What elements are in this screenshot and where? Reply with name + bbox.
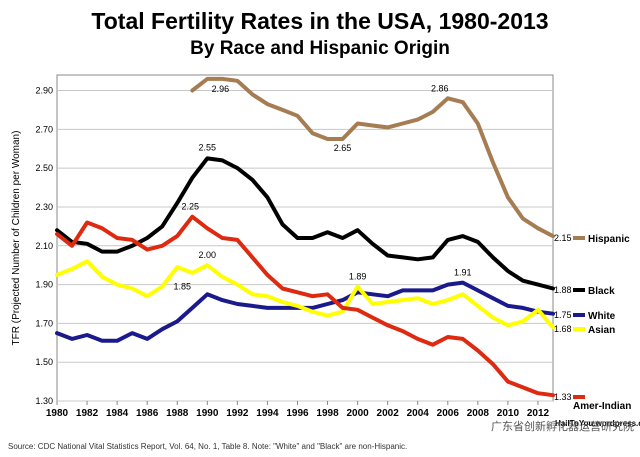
legend-label: Amer-Indian	[573, 401, 631, 412]
y-tick-label: 1.90	[35, 280, 53, 290]
y-tick-label: 2.70	[35, 124, 53, 134]
data-label: 2.86	[431, 83, 449, 93]
x-tick-label: 2000	[346, 408, 369, 419]
end-value-label: 1.68	[554, 324, 572, 334]
end-value-label: 1.88	[554, 285, 572, 295]
series-line-asian	[55, 259, 555, 330]
credit-text: HailToYou.wordpress.com	[555, 419, 640, 428]
data-label: 2.25	[182, 202, 200, 212]
watermark: 广东省创新孵化器运营研究院	[491, 421, 634, 433]
x-tick-label: 2008	[467, 408, 490, 419]
y-tick-label: 1.30	[35, 396, 53, 406]
y-tick-label: 2.50	[35, 163, 53, 173]
x-tick-label: 1984	[106, 408, 129, 419]
end-value-label: 1.75	[554, 310, 572, 320]
legend-label: Hispanic	[588, 234, 630, 245]
series-line-hispanic	[190, 76, 555, 239]
x-tick-label: 1998	[316, 408, 339, 419]
data-label: 1.89	[349, 272, 367, 282]
chart-subtitle: By Race and Hispanic Origin	[190, 38, 450, 59]
legend-label: Asian	[588, 325, 615, 336]
y-tick-label: 2.30	[35, 202, 53, 212]
x-tick-label: 1980	[46, 408, 69, 419]
y-tick-label: 2.90	[35, 86, 53, 96]
x-tick-label: 2010	[497, 408, 520, 419]
y-tick-label: 2.10	[35, 241, 53, 251]
data-label: 1.85	[174, 281, 192, 291]
data-label: 2.55	[199, 142, 217, 152]
end-value-label: 2.15	[554, 233, 572, 243]
data-label: 2.96	[212, 84, 230, 94]
x-tick-label: 2006	[437, 408, 460, 419]
data-label: 2.00	[199, 250, 217, 260]
chart-title: Total Fertility Rates in the USA, 1980-2…	[91, 8, 549, 34]
x-tick-label: 1994	[256, 408, 279, 419]
x-tick-label: 1982	[76, 408, 99, 419]
source-note: Source: CDC National Vital Statistics Re…	[8, 442, 408, 451]
end-value-label: 1.33	[554, 392, 572, 402]
y-axis-label: TFR (Projected Number of Children per Wo…	[11, 131, 22, 346]
legend-label: Black	[588, 286, 615, 297]
x-tick-label: 2002	[377, 408, 400, 419]
series-line-black	[55, 156, 555, 291]
x-tick-label: 1992	[226, 408, 249, 419]
y-tick-label: 1.70	[35, 318, 53, 328]
data-label: 1.91	[454, 268, 472, 278]
legend-label: White	[588, 311, 616, 322]
x-tick-label: 1986	[136, 408, 159, 419]
x-tick-label: 1988	[166, 408, 189, 419]
data-label: 2.65	[334, 143, 352, 153]
series-line-amer-indian	[55, 214, 555, 398]
x-tick-label: 1990	[196, 408, 219, 419]
x-tick-label: 2012	[527, 408, 550, 419]
x-tick-label: 2004	[407, 408, 430, 419]
x-tick-label: 1996	[286, 408, 309, 419]
y-tick-label: 1.50	[35, 357, 53, 367]
